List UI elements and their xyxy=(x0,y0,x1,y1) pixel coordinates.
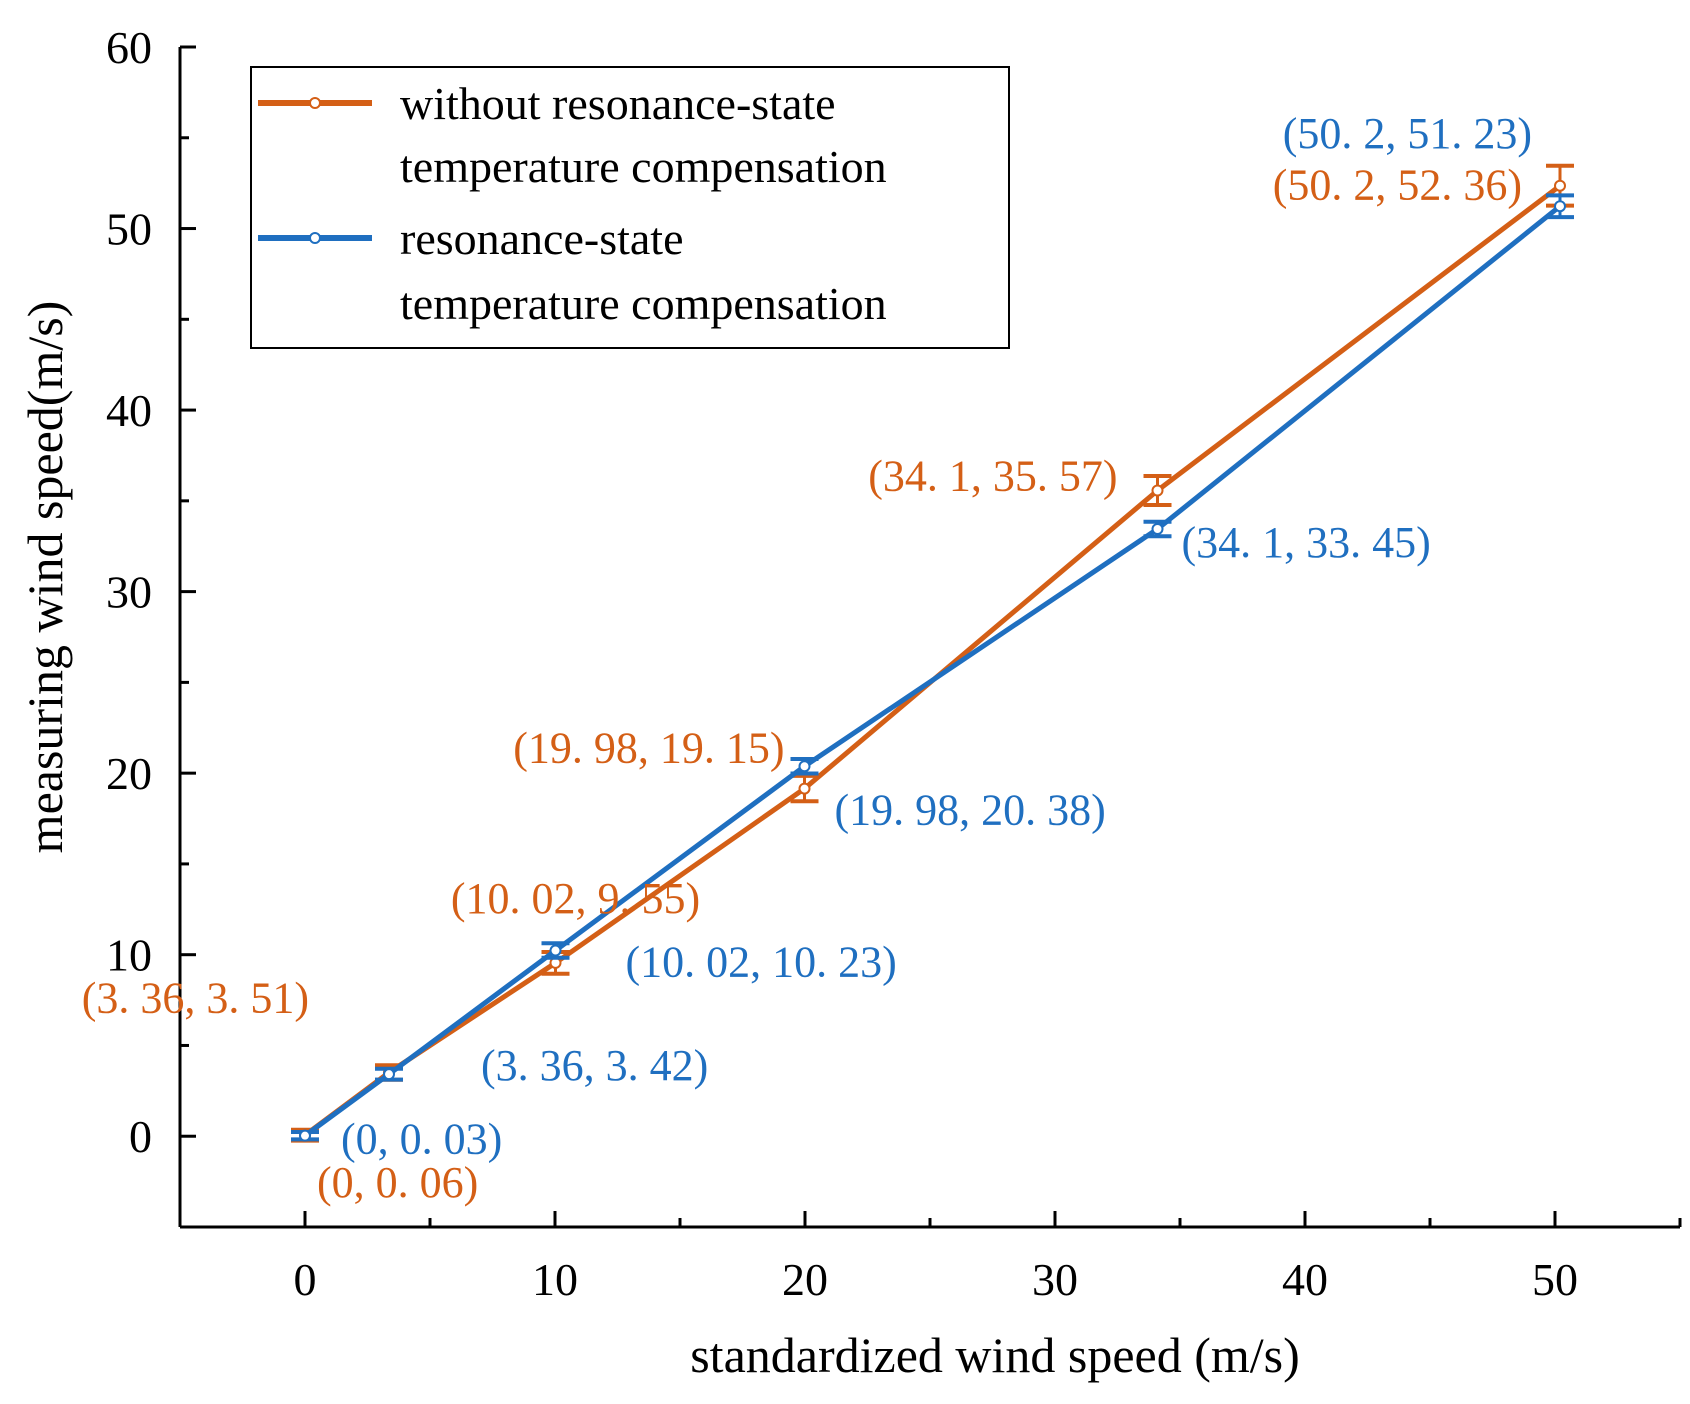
y-tick-label: 60 xyxy=(106,22,152,73)
data-point xyxy=(1554,200,1566,213)
legend-swatch-marker xyxy=(309,97,321,109)
point-label: (10. 02, 9. 55) xyxy=(451,874,700,923)
y-axis-title: measuring wind speed(m/s) xyxy=(17,301,73,854)
plot-area xyxy=(291,163,1574,1143)
legend-label-line2: temperature compensation xyxy=(400,141,887,192)
point-label: (3. 36, 3. 42) xyxy=(481,1041,708,1090)
point-label: (3. 36, 3. 51) xyxy=(82,974,309,1023)
data-point xyxy=(299,1129,311,1142)
y-tick-label: 10 xyxy=(106,930,152,981)
y-tick-label: 40 xyxy=(106,385,152,436)
x-tick-label: 30 xyxy=(1032,1254,1078,1305)
series-line xyxy=(303,204,1562,1138)
y-tick-label: 30 xyxy=(106,567,152,618)
y-tick-label: 0 xyxy=(129,1111,152,1162)
x-tick-label: 40 xyxy=(1282,1254,1328,1305)
data-point xyxy=(1554,179,1566,192)
x-tick-label: 50 xyxy=(1532,1254,1578,1305)
point-label: (34. 1, 35. 57) xyxy=(868,451,1117,500)
point-label: (34. 1, 33. 45) xyxy=(1182,518,1431,567)
ticks: 0 10 20 30 40 50 0 10 20 30 40 50 60 xyxy=(106,22,1682,1305)
data-point xyxy=(798,760,811,773)
data-point xyxy=(1151,484,1164,497)
legend-swatch-marker xyxy=(309,232,321,244)
x-tick-label: 10 xyxy=(532,1254,578,1305)
y-tick-label: 20 xyxy=(106,748,152,799)
legend-label-line2: temperature compensation xyxy=(400,278,887,329)
point-label: (19. 98, 19. 15) xyxy=(513,724,784,773)
y-tick-label: 50 xyxy=(106,204,152,255)
x-axis-title: standardized wind speed (m/s) xyxy=(690,1327,1300,1383)
legend: without resonance-state temperature compe… xyxy=(250,66,1010,349)
point-label: (10. 02, 10. 23) xyxy=(626,938,897,987)
point-label: (19. 98, 20. 38) xyxy=(835,785,1106,834)
legend-label-line1: resonance-state xyxy=(400,213,684,264)
data-point xyxy=(383,1068,395,1081)
legend-label-line1: without resonance-state xyxy=(400,78,836,129)
data-point xyxy=(549,944,562,957)
point-annotations: (0, 0. 06) (3. 36, 3. 51) (10. 02, 9. 55) (… xyxy=(82,109,1532,1207)
point-label: (0, 0. 06) xyxy=(317,1158,478,1207)
point-label: (50. 2, 52. 36) xyxy=(1273,161,1522,210)
point-label: (50. 2, 51. 23) xyxy=(1283,109,1532,158)
legend-box xyxy=(250,66,1010,349)
data-point xyxy=(798,782,811,795)
x-tick-label: 20 xyxy=(782,1254,828,1305)
x-tick-label: 0 xyxy=(294,1254,317,1305)
point-label: (0, 0. 03) xyxy=(341,1115,502,1164)
data-point xyxy=(1151,522,1164,535)
